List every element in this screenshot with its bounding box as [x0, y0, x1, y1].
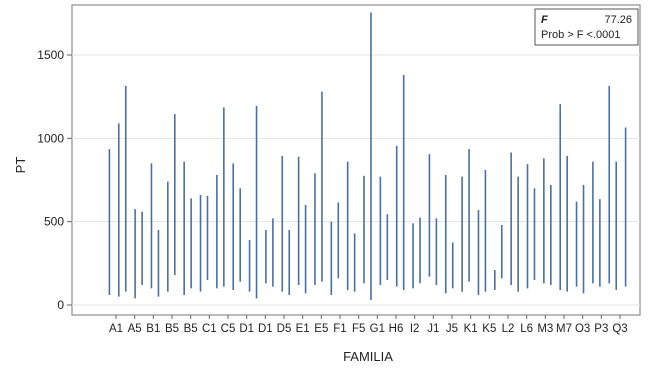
- x-tick-label: B1: [146, 323, 160, 335]
- range-bars: [108, 12, 627, 300]
- x-tick-label: K1: [464, 323, 478, 335]
- x-tick-label: O3: [575, 323, 590, 335]
- x-tick-label: D1: [258, 323, 273, 335]
- x-tick-label: A1: [109, 323, 123, 335]
- x-tick-label: F1: [333, 323, 346, 335]
- x-axis: A1 A5 B1 B5 B5 C1 C5 D1 D1 D5 E1 E5 F1 F5 G1 H6 I2 J1 J5 K1…: [109, 315, 628, 335]
- stats-box: F 77.26 Prob > F <.0001: [534, 8, 639, 46]
- x-tick-label: D5: [277, 323, 292, 335]
- y-axis: 0 500 1000 1500: [37, 48, 72, 312]
- x-tick-label: L2: [502, 323, 515, 335]
- f-label: F: [541, 14, 548, 26]
- y-tick-label: 500: [44, 215, 64, 229]
- y-tick-label: 1000: [37, 131, 64, 145]
- grid-lines: [72, 54, 640, 306]
- x-tick-label: Q3: [612, 323, 627, 335]
- x-tick-label: L6: [520, 323, 533, 335]
- x-tick-label: M3: [537, 323, 553, 335]
- x-tick-label: C5: [221, 323, 236, 335]
- x-tick-label: G1: [370, 323, 385, 335]
- y-tick-label: 0: [57, 298, 64, 312]
- stats-box-frame: [534, 8, 639, 46]
- y-tick-label: 1500: [37, 48, 64, 62]
- prob-text: Prob > F <.0001: [541, 29, 621, 41]
- x-tick-label: E5: [314, 323, 328, 335]
- x-tick-label: B5: [165, 323, 179, 335]
- x-tick-label: E1: [296, 323, 310, 335]
- x-tick-label: D1: [239, 323, 254, 335]
- x-tick-label: B5: [184, 323, 198, 335]
- x-tick-label: J1: [427, 323, 439, 335]
- x-tick-label: K5: [482, 323, 496, 335]
- plot-area: [71, 4, 641, 316]
- x-tick-label: M7: [556, 323, 572, 335]
- x-tick-label: P3: [594, 323, 608, 335]
- x-tick-label: F5: [352, 323, 365, 335]
- x-tick-label: H6: [389, 323, 404, 335]
- f-value: 77.26: [604, 14, 632, 26]
- x-tick-label: A5: [128, 323, 142, 335]
- y-axis-title: PT: [13, 157, 28, 174]
- plot-frame: [71, 4, 641, 316]
- x-tick-label: I2: [410, 323, 420, 335]
- x-tick-label: C1: [202, 323, 217, 335]
- x-tick-label: J5: [446, 323, 458, 335]
- x-axis-title: FAMILIA: [343, 349, 393, 364]
